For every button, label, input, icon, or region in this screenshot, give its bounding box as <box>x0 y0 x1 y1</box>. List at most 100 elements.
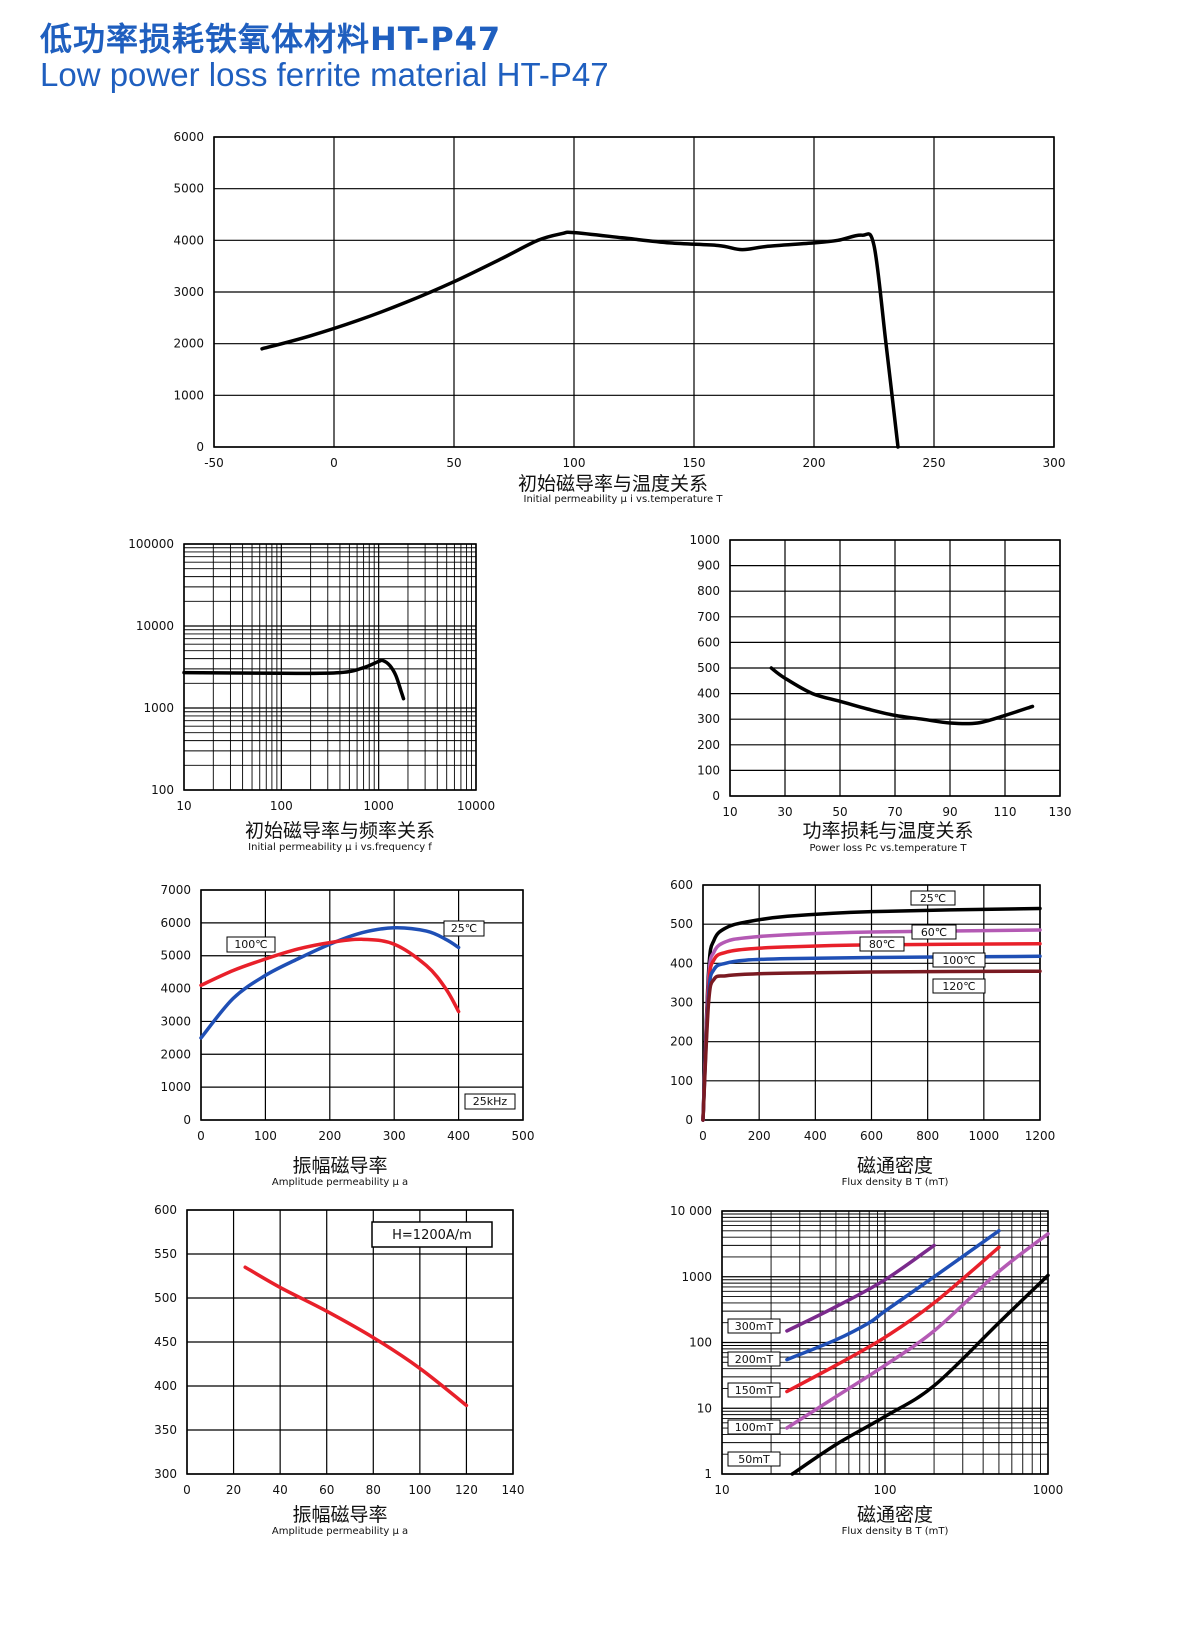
y-tick-label: 3000 <box>160 1014 191 1028</box>
y-tick-label: 600 <box>154 1203 177 1217</box>
chart-title-cn: 功率损耗与温度关系 <box>802 820 973 842</box>
y-tick-label: 1000 <box>681 1270 712 1284</box>
x-tick-label: 0 <box>699 1129 707 1143</box>
legend-label: 60℃ <box>921 926 947 939</box>
y-tick-label: 5000 <box>160 949 191 963</box>
series-group <box>182 658 406 701</box>
series-line-120 <box>701 969 1042 1122</box>
y-tick-label: 6000 <box>160 916 191 930</box>
series-group <box>260 230 900 449</box>
legend-label: 100mT <box>735 1421 774 1434</box>
x-tick-label: 200 <box>803 456 826 470</box>
y-tick-label: 500 <box>670 917 693 931</box>
legend-label: 150mT <box>735 1384 774 1397</box>
y-tick-label: 100 <box>689 1336 712 1350</box>
y-tick-label: 100 <box>670 1074 693 1088</box>
tick-labels: -50 0 50 100 150 200 250 3000100020003000400050… <box>173 130 1065 470</box>
chart-powerloss-vs-temperature: 功率损耗与温度关系 Power loss Pc vs.temperature T… <box>689 533 1071 854</box>
x-tick-label: 200 <box>748 1129 771 1143</box>
x-tick-label: 100 <box>408 1483 431 1497</box>
y-tick-label: 450 <box>154 1335 177 1349</box>
legend-label: 80℃ <box>869 938 895 951</box>
chart-title-en: Amplitude permeability μ a <box>272 1177 408 1188</box>
y-tick-label: 4000 <box>160 982 191 996</box>
y-tick-label: 700 <box>697 610 720 624</box>
legend-25c: 25℃ <box>910 890 956 906</box>
legend-300mt: 300mT <box>727 1318 781 1334</box>
y-tick-label: 0 <box>183 1113 191 1127</box>
y-tick-label: 0 <box>685 1113 693 1127</box>
series-line-pc <box>769 666 1035 726</box>
grid <box>213 136 1055 448</box>
legend-label: 25℃ <box>451 922 477 935</box>
series-line-300mt <box>785 1243 936 1333</box>
series-line-200mt <box>785 1229 1001 1362</box>
legend-label: 300mT <box>735 1320 774 1333</box>
grid <box>186 1209 514 1475</box>
plot-frame <box>721 1210 1049 1475</box>
field-label: H=1200A/m <box>371 1221 493 1248</box>
grid <box>729 539 1061 797</box>
x-tick-label: 400 <box>447 1129 470 1143</box>
y-tick-label: 0 <box>196 440 204 454</box>
x-tick-label: 120 <box>455 1483 478 1497</box>
tick-labels: 0 20 40 60 80 100 120 140 300 350 400 450 500 550 600 <box>154 1203 524 1497</box>
legend-60c: 60℃ <box>911 924 957 940</box>
x-tick-label: 800 <box>916 1129 939 1143</box>
legend-label: 50mT <box>738 1453 770 1466</box>
y-tick-label: 2000 <box>160 1047 191 1061</box>
series-line-i <box>182 658 406 701</box>
chart-title-en: Initial permeability μ i vs.temperature … <box>524 494 724 505</box>
x-tick-label: -50 <box>204 456 224 470</box>
series-line-100mt <box>785 1232 1050 1430</box>
grid <box>183 543 477 791</box>
y-tick-label: 800 <box>697 584 720 598</box>
x-tick-label: 500 <box>512 1129 535 1143</box>
y-tick-label: 200 <box>670 1035 693 1049</box>
y-tick-label: 5000 <box>173 182 204 196</box>
x-tick-label: 50 <box>446 456 461 470</box>
y-tick-label: 1000 <box>173 388 204 402</box>
legend-100c: 100℃ <box>932 952 986 968</box>
freq-label: 25kHz <box>464 1093 516 1110</box>
x-tick-label: 0 <box>330 456 338 470</box>
chart-title-en: Power loss Pc vs.temperature T <box>809 843 967 854</box>
chart-title-cn: 磁通密度 <box>857 1155 933 1177</box>
x-tick-label: 0 <box>197 1129 205 1143</box>
y-tick-label: 7000 <box>160 883 191 897</box>
chart-title-cn: 振幅磁导率 <box>292 1504 387 1526</box>
y-tick-label: 300 <box>670 996 693 1010</box>
series-group <box>199 926 461 1040</box>
plot-frame <box>200 889 524 1121</box>
x-tick-label: 1000 <box>363 799 394 813</box>
x-tick-label: 40 <box>273 1483 288 1497</box>
legend-50mt: 50mT <box>727 1451 781 1467</box>
legend-label: 120℃ <box>942 980 975 993</box>
series-line-i <box>260 230 900 449</box>
y-tick-label: 400 <box>670 956 693 970</box>
legend-100mt: 100mT <box>727 1419 781 1435</box>
legend-label: 100℃ <box>942 954 975 967</box>
x-tick-label: 10000 <box>457 799 495 813</box>
y-tick-label: 500 <box>697 661 720 675</box>
y-tick-label: 1 <box>704 1467 712 1481</box>
y-tick-label: 2000 <box>173 337 204 351</box>
y-tick-label: 600 <box>697 635 720 649</box>
y-tick-label: 6000 <box>173 130 204 144</box>
y-tick-label: 10000 <box>136 619 174 633</box>
x-tick-label: 90 <box>942 805 957 819</box>
chart-permeability-vs-frequency: 初始磁导率与频率关系 Initial permeability μ i vs.f… <box>128 537 495 853</box>
y-tick-label: 350 <box>154 1423 177 1437</box>
series-line-25 <box>199 926 461 1040</box>
y-tick-label: 900 <box>697 559 720 573</box>
chart-title-cn: 初始磁导率与温度关系 <box>518 473 708 495</box>
y-tick-label: 1000 <box>143 701 174 715</box>
x-tick-label: 30 <box>777 805 792 819</box>
y-tick-label: 3000 <box>173 285 204 299</box>
y-tick-label: 10 000 <box>670 1204 712 1218</box>
x-tick-label: 0 <box>183 1483 191 1497</box>
y-tick-label: 600 <box>670 878 693 892</box>
